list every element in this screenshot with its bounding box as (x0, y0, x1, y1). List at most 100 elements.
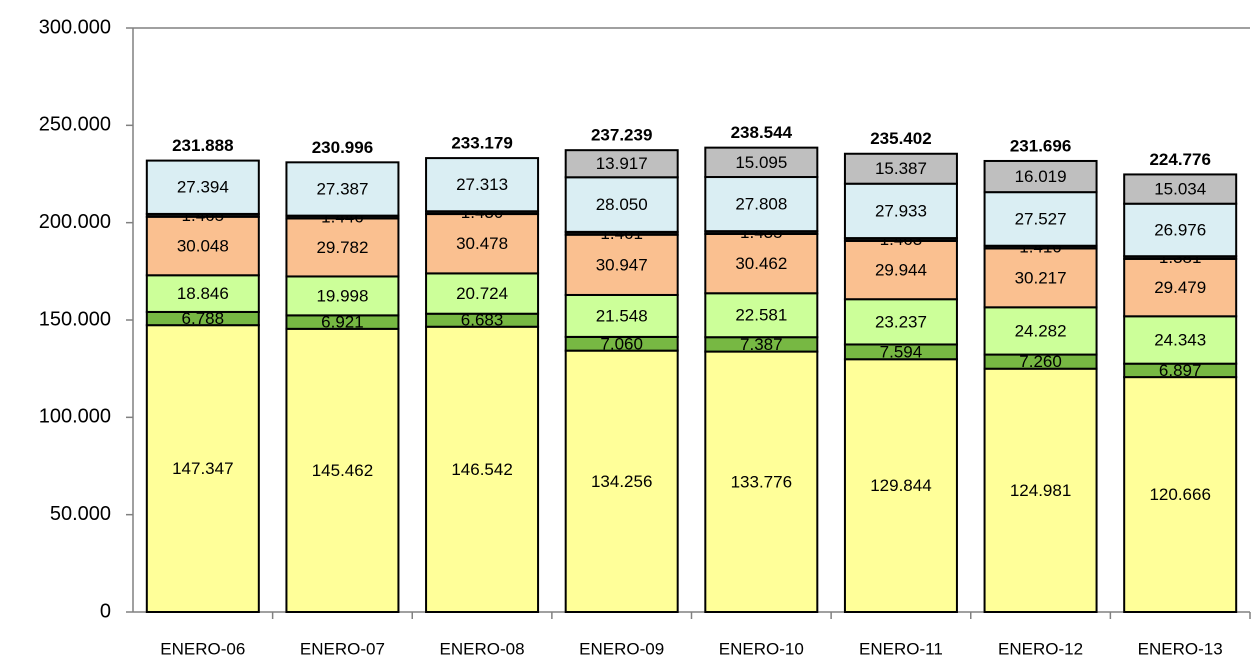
data-label: 30.048 (177, 237, 229, 256)
data-label: 15.387 (875, 159, 927, 178)
y-tick-label: 200.000 (39, 211, 111, 233)
data-label: 145.462 (312, 461, 373, 480)
data-label: 19.998 (316, 286, 368, 305)
bar-segment (1123, 315, 1238, 365)
bar-segment (843, 152, 958, 185)
bar-segment (285, 161, 400, 217)
data-label: 21.548 (596, 306, 648, 325)
bar-segment (983, 367, 1098, 613)
y-tick-label: 150.000 (39, 308, 111, 330)
data-label: 18.846 (177, 284, 229, 303)
data-label: 134.256 (591, 472, 652, 491)
data-label: 27.527 (1015, 209, 1067, 228)
data-label: 27.313 (456, 175, 508, 194)
bar-segment (843, 298, 958, 346)
data-label: 27.394 (177, 178, 229, 197)
data-label: 23.237 (875, 312, 927, 331)
data-label: 16.019 (1015, 167, 1067, 186)
bar-segment (1123, 202, 1238, 258)
bar-segment (843, 358, 958, 613)
total-label: 230.996 (312, 138, 373, 157)
data-label: 24.282 (1015, 321, 1067, 340)
data-label: 7.260 (1019, 352, 1062, 371)
data-label: 6.897 (1159, 361, 1202, 380)
total-label: 224.776 (1149, 150, 1210, 169)
x-tick-label: ENERO-10 (719, 639, 804, 658)
data-label: 28.050 (596, 195, 648, 214)
bar-segment (564, 293, 679, 338)
data-label: 27.808 (735, 195, 787, 214)
bar-segment (425, 157, 540, 213)
y-tick-label: 100.000 (39, 406, 111, 428)
y-tick-label: 300.000 (39, 16, 111, 38)
data-label: 146.542 (451, 460, 512, 479)
bar-segment (425, 325, 540, 613)
x-tick-label: ENERO-13 (1138, 639, 1223, 658)
bar-segment (843, 239, 958, 301)
x-tick-label: ENERO-12 (998, 639, 1083, 658)
y-tick-label: 50.000 (50, 503, 111, 525)
data-label: 30.462 (735, 254, 787, 273)
data-label: 7.387 (740, 335, 783, 354)
total-label: 231.696 (1010, 136, 1071, 155)
bar-segment (983, 247, 1098, 309)
total-label: 237.239 (591, 126, 652, 145)
total-label: 231.888 (172, 136, 233, 155)
data-label: 15.095 (735, 153, 787, 172)
data-label: 24.343 (1154, 330, 1206, 349)
data-label: 7.594 (880, 342, 923, 361)
data-label: 15.034 (1154, 180, 1206, 199)
data-label: 27.387 (316, 179, 368, 198)
x-tick-label: ENERO-09 (579, 639, 664, 658)
bar-segment (843, 182, 958, 240)
data-label: 29.479 (1154, 278, 1206, 297)
data-label: 29.782 (316, 238, 368, 257)
total-label: 233.179 (451, 134, 512, 153)
data-label: 120.666 (1149, 485, 1210, 504)
data-label: 30.947 (596, 255, 648, 274)
bar-segment (1123, 173, 1238, 205)
data-label: 30.478 (456, 234, 508, 253)
bar-segment (1123, 376, 1238, 613)
bar-segment (564, 349, 679, 613)
bar-segment (145, 159, 260, 215)
bar-segment (704, 292, 819, 339)
data-label: 20.724 (456, 284, 508, 303)
data-label: 6.683 (461, 311, 504, 330)
data-label: 26.976 (1154, 220, 1206, 239)
x-tick-label: ENERO-06 (160, 639, 245, 658)
total-label: 235.402 (870, 129, 931, 148)
data-label: 22.581 (735, 306, 787, 325)
data-label: 7.060 (600, 334, 643, 353)
bar-segment (425, 272, 540, 315)
data-label: 6.788 (182, 309, 225, 328)
total-label: 238.544 (731, 123, 793, 142)
bar-segment (564, 176, 679, 233)
data-label: 124.981 (1010, 481, 1071, 500)
data-label: 27.933 (875, 201, 927, 220)
bar-segment (1123, 257, 1238, 318)
bar-segment (425, 213, 540, 275)
bar-segment (145, 274, 260, 313)
bar-segment (704, 350, 819, 613)
y-tick-label: 250.000 (39, 114, 111, 136)
bar-segment (564, 149, 679, 179)
bar-segment (983, 159, 1098, 194)
y-tick-label: 0 (100, 600, 111, 622)
bar-segment (285, 217, 400, 278)
data-label: 13.917 (596, 154, 648, 173)
x-tick-label: ENERO-11 (859, 639, 943, 658)
bar-segment (285, 327, 400, 613)
bar-segment (564, 233, 679, 296)
data-label: 29.944 (875, 261, 927, 280)
data-label: 129.844 (870, 476, 931, 495)
data-label: 30.217 (1015, 268, 1067, 287)
x-tick-label: ENERO-07 (300, 639, 385, 658)
bar-segment (145, 215, 260, 277)
bar-segment (704, 146, 819, 179)
data-label: 133.776 (731, 472, 792, 491)
data-label: 6.921 (321, 313, 364, 332)
x-tick-label: ENERO-08 (440, 639, 525, 658)
data-label: 147.347 (172, 459, 233, 478)
